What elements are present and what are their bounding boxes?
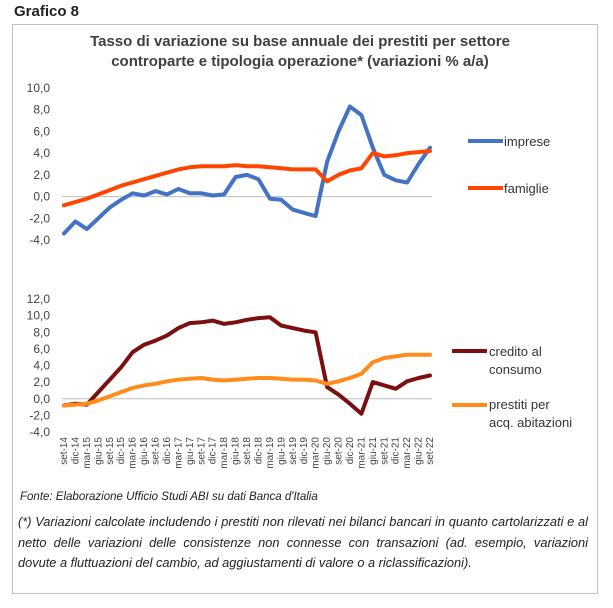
y-tick-label: 4,0 — [33, 359, 50, 373]
x-tick-label: dic-14 — [70, 437, 81, 465]
x-tick-label: mar-19 — [265, 437, 276, 469]
x-tick-label: set-14 — [59, 437, 70, 465]
x-tick-label: set-17 — [196, 437, 207, 465]
y-tick-label: 4,0 — [33, 146, 50, 160]
legend-label-famiglie: famiglie — [504, 181, 549, 196]
x-tick-label: mar-20 — [311, 437, 322, 469]
y-tick-label: 8,0 — [33, 325, 50, 339]
y-tick-label: 6,0 — [33, 124, 50, 138]
y-tick-label: -2,0 — [29, 211, 50, 225]
x-tick-label: giu-20 — [322, 437, 333, 465]
x-tick-label: giu-16 — [139, 437, 150, 465]
x-tick-label: dic-16 — [162, 437, 173, 465]
legend-label-abitazioni-1: prestiti per — [489, 397, 550, 412]
y-tick-label: 2,0 — [33, 168, 50, 182]
x-tick-label: dic-19 — [299, 437, 310, 465]
chart-top: 10,0 8,0 6,0 4,0 2,0 0,0 -2,0 -4,0 — [27, 81, 432, 247]
x-tick-label: giu-22 — [414, 437, 425, 465]
x-tick-label: set-19 — [288, 437, 299, 465]
x-tick-label: dic-20 — [345, 437, 356, 465]
x-tick-label: mar-16 — [128, 437, 139, 469]
legend-label-credito-2: consumo — [489, 362, 542, 377]
x-tick-label: mar-18 — [219, 437, 230, 469]
x-tick-label: mar-21 — [356, 437, 367, 469]
legend-label-credito-1: credito al — [489, 344, 542, 359]
x-tick-label: set-16 — [151, 437, 162, 465]
x-tick-label: dic-18 — [253, 437, 264, 465]
legend-label-imprese: imprese — [504, 134, 550, 149]
x-tick-label: giu-21 — [368, 437, 379, 465]
x-tick-label: set-20 — [334, 437, 345, 465]
x-tick-label: dic-17 — [208, 437, 219, 465]
x-tick-label: giu-18 — [231, 437, 242, 465]
y-tick-label: -2,0 — [29, 408, 50, 422]
y-tick-label: 0,0 — [33, 392, 50, 406]
y-tick-label: 8,0 — [33, 103, 50, 117]
x-tick-label: set-15 — [105, 437, 116, 465]
series-line-2 — [62, 352, 432, 408]
x-tick-label: giu-17 — [185, 437, 196, 465]
series-line-1 — [62, 315, 432, 416]
x-tick-label: dic-15 — [116, 437, 127, 465]
x-tick-label: set-18 — [242, 437, 253, 465]
x-tick-label: dic-21 — [391, 437, 402, 465]
y-tick-label: -4,0 — [29, 233, 50, 247]
figure-frame — [12, 24, 598, 594]
x-tick-label: mar-15 — [82, 437, 93, 469]
x-tick-label: set-21 — [379, 437, 390, 465]
legend: imprese famiglie credito al consumo pres… — [452, 134, 572, 430]
source-note: Fonte: Elaborazione Ufficio Studi ABI su… — [20, 491, 318, 503]
chart-title-line2: controparte e tipologia operazione* (var… — [111, 53, 489, 70]
x-tick-label: mar-22 — [402, 437, 413, 469]
y-tick-label: -4,0 — [29, 425, 50, 439]
y-tick-label: 6,0 — [33, 342, 50, 356]
y-tick-label: 12,0 — [27, 292, 51, 306]
series-line-2 — [62, 149, 432, 208]
charts-svg: 10,0 8,0 6,0 4,0 2,0 0,0 -2,0 -4,0 12,0 10,0 8,0 6… — [27, 81, 573, 469]
y-tick-label: 2,0 — [33, 375, 50, 389]
y-tick-label: 0,0 — [33, 190, 50, 204]
x-tick-label: giu-15 — [93, 437, 104, 465]
figure-heading: Grafico 8 — [14, 3, 80, 20]
footnote: (*) Variazioni calcolate includendo i pr… — [18, 514, 588, 570]
chart-title-line1: Tasso di variazione su base annuale dei … — [90, 33, 510, 50]
chart-title: Tasso di variazione su base annuale dei … — [40, 32, 560, 72]
y-tick-label: 10,0 — [27, 81, 51, 95]
legend-label-abitazioni-2: acq. abitazioni — [489, 415, 572, 430]
y-tick-label: 10,0 — [27, 309, 51, 323]
x-tick-label: giu-19 — [276, 437, 287, 465]
x-tick-label: set-22 — [425, 437, 436, 465]
series-line-1 — [62, 104, 432, 236]
x-tick-label: mar-17 — [173, 437, 184, 469]
